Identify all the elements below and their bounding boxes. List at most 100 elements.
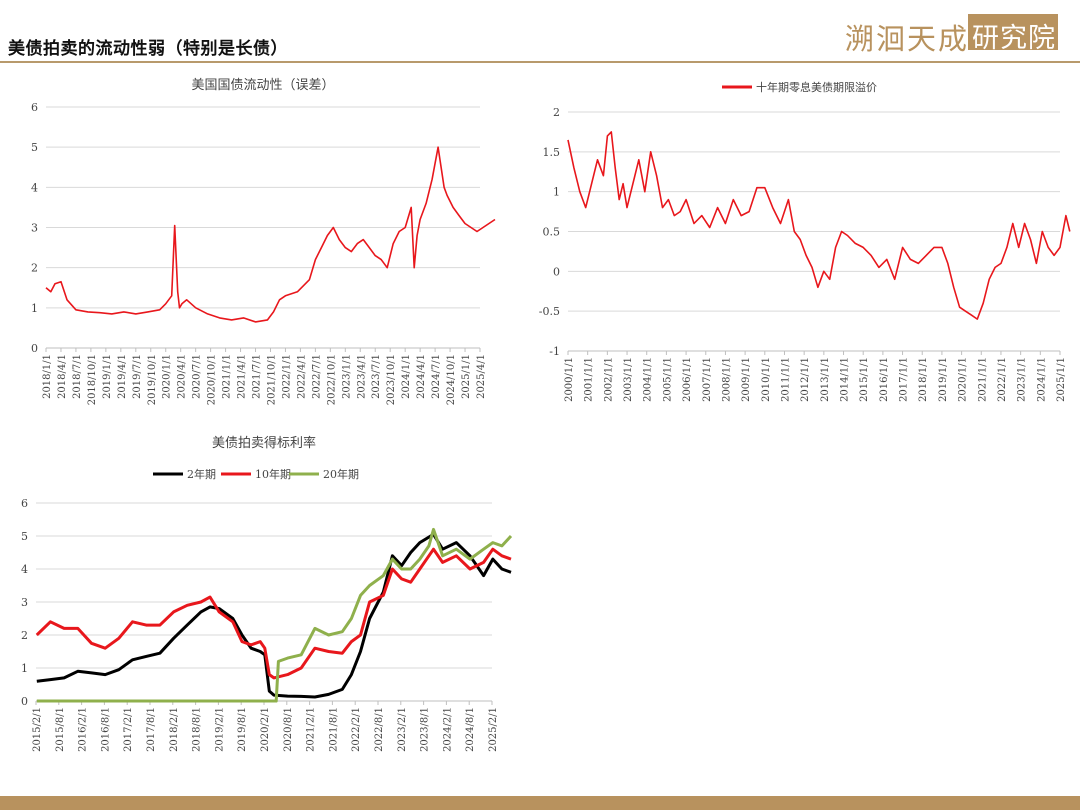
x-tick-label: 2022/10/1	[326, 354, 337, 405]
chart-title: 美债拍卖得标利率	[212, 435, 316, 451]
x-tick-label: 2025/1/1	[1056, 357, 1067, 402]
y-tick-label: 1	[31, 302, 38, 315]
y-tick-label: 5	[21, 530, 28, 543]
x-tick-label: 2021/7/1	[252, 354, 263, 399]
x-tick-label: 2018/1/1	[918, 357, 929, 402]
x-tick-label: 2022/1/1	[281, 354, 292, 399]
x-tick-label: 2018/8/1	[192, 707, 203, 752]
x-tick-label: 2023/2/1	[397, 707, 408, 752]
chart-title: 美国国债流动性（误差）	[191, 78, 334, 93]
x-tick-label: 2018/7/1	[72, 354, 83, 399]
x-tick-label: 2024/8/1	[465, 707, 476, 752]
x-tick-label: 2019/7/1	[132, 354, 143, 399]
x-tick-label: 2015/8/1	[55, 707, 66, 752]
x-tick-label: 2016/8/1	[100, 707, 111, 752]
x-tick-label: 2019/10/1	[147, 354, 158, 405]
x-tick-label: 2024/1/1	[1036, 357, 1047, 402]
y-tick-label: 4	[31, 181, 38, 194]
x-tick-label: 2015/2/1	[32, 707, 43, 752]
x-tick-label: 2019/1/1	[938, 357, 949, 402]
y-tick-label: 2	[553, 106, 560, 119]
x-tick-label: 2021/1/1	[222, 354, 233, 399]
chart-auction-yields: 美债拍卖得标利率 0 1 2 3 4 5 6 2015/2/1 2015/8/1 2016/2/1 2…	[21, 435, 513, 752]
x-tick-label: 2025/1/1	[461, 354, 472, 399]
x-tick-label: 2020/10/1	[207, 354, 218, 405]
y-tick-label: 4	[21, 563, 28, 576]
legend-label: 10年期	[255, 467, 291, 481]
x-tick-label: 2013/1/1	[820, 357, 831, 402]
y-tick-label: 3	[21, 596, 28, 609]
series-line-2	[36, 527, 513, 703]
x-tick-label: 2011/1/1	[780, 357, 791, 402]
y-tick-label: 0	[31, 342, 38, 355]
x-tick-label: 2020/7/1	[192, 354, 203, 399]
legend-label: 20年期	[323, 467, 359, 481]
x-tick-label: 2016/2/1	[78, 707, 89, 752]
y-tick-label: 3	[31, 222, 38, 235]
x-tick-label: 2022/8/1	[374, 707, 385, 752]
x-tick-label: 2023/10/1	[386, 354, 397, 405]
x-tick-label: 2007/1/1	[702, 357, 713, 402]
page-title: 美债拍卖的流动性弱（特别是长债）	[8, 39, 288, 59]
x-tick-label: 2016/1/1	[879, 357, 890, 402]
x-tick-label: 2010/1/1	[761, 357, 772, 402]
x-tick-label: 2024/2/1	[442, 707, 453, 752]
header-divider	[0, 61, 1080, 63]
series-line-0	[567, 131, 1071, 320]
x-tick-label: 2005/1/1	[662, 357, 673, 402]
x-tick-label: 2004/1/1	[643, 357, 654, 402]
x-tick-label: 2021/10/1	[266, 354, 277, 405]
x-tick-label: 2018/4/1	[57, 354, 68, 399]
logo-box-text: 研究院	[972, 23, 1056, 54]
x-tick-label: 2025/4/1	[476, 354, 487, 399]
x-tick-label: 2002/1/1	[603, 357, 614, 402]
x-tick-label: 2017/2/1	[123, 707, 134, 752]
y-tick-label: 6	[31, 101, 38, 114]
footer-bar	[0, 796, 1080, 810]
x-tick-label: 2022/1/1	[997, 357, 1008, 402]
y-tick-label: 5	[31, 141, 38, 154]
x-tick-label: 2018/2/1	[169, 707, 180, 752]
x-tick-label: 2020/1/1	[958, 357, 969, 402]
x-tick-label: 2020/1/1	[162, 354, 173, 399]
y-tick-label: 1	[553, 186, 560, 199]
x-tick-label: 2017/1/1	[899, 357, 910, 402]
x-tick-label: 2012/1/1	[800, 357, 811, 402]
x-tick-label: 2023/7/1	[371, 354, 382, 399]
x-tick-label: 2019/2/1	[214, 707, 225, 752]
x-tick-label: 2020/2/1	[260, 707, 271, 752]
x-tick-label: 2025/2/1	[488, 707, 499, 752]
y-tick-label: 1.5	[543, 146, 561, 159]
x-tick-label: 2014/1/1	[840, 357, 851, 402]
x-tick-label: 2024/1/1	[401, 354, 412, 399]
brand-logo: 溯洄天成 研究院	[845, 14, 1060, 56]
y-tick-label: -0.5	[539, 305, 560, 318]
x-tick-label: 2021/1/1	[977, 357, 988, 402]
x-tick-label: 2019/8/1	[237, 707, 248, 752]
x-tick-label: 2019/1/1	[102, 354, 113, 399]
x-tick-label: 2001/1/1	[584, 357, 595, 402]
y-tick-label: -1	[549, 345, 560, 358]
x-tick-label: 2023/4/1	[356, 354, 367, 399]
x-tick-label: 2009/1/1	[741, 357, 752, 402]
x-tick-label: 2024/4/1	[416, 354, 427, 399]
x-tick-label: 2019/4/1	[117, 354, 128, 399]
y-tick-label: 2	[31, 262, 38, 275]
x-tick-label: 2021/8/1	[328, 707, 339, 752]
y-tick-label: 6	[21, 497, 28, 510]
x-tick-label: 2023/1/1	[1017, 357, 1028, 402]
y-tick-label: 0	[21, 695, 28, 708]
x-tick-label: 2022/7/1	[311, 354, 322, 399]
x-tick-label: 2024/7/1	[431, 354, 442, 399]
y-tick-label: 0	[553, 265, 560, 278]
chart-term-premium: -1 -0.5 0 0.5 1 1.5 2 2000/1/1 2001/1/1 2002/1/1 2…	[539, 80, 1071, 402]
x-tick-label: 2020/8/1	[283, 707, 294, 752]
legend-label: 十年期零息美债期限溢价	[756, 80, 877, 94]
x-tick-label: 2018/10/1	[87, 354, 98, 405]
x-tick-label: 2006/1/1	[682, 357, 693, 402]
x-tick-label: 2023/1/1	[341, 354, 352, 399]
x-tick-label: 2022/2/1	[351, 707, 362, 752]
x-tick-label: 2022/4/1	[296, 354, 307, 399]
x-tick-label: 2023/8/1	[420, 707, 431, 752]
x-tick-label: 2017/8/1	[146, 707, 157, 752]
